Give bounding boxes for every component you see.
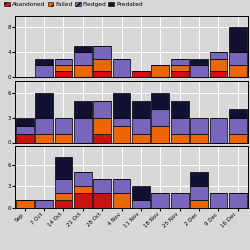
Bar <box>16 126 34 134</box>
Bar <box>93 58 111 71</box>
Bar <box>54 118 72 134</box>
Bar <box>190 118 208 134</box>
Bar <box>35 93 53 118</box>
Bar <box>210 71 227 78</box>
Bar <box>113 179 130 193</box>
Bar <box>74 101 92 118</box>
Bar <box>93 71 111 78</box>
Bar <box>229 27 247 52</box>
Bar <box>16 134 34 142</box>
Bar <box>113 58 130 78</box>
Bar <box>16 200 34 207</box>
Bar <box>152 93 169 110</box>
Bar <box>190 65 208 78</box>
Bar <box>74 186 92 193</box>
Bar <box>132 134 150 142</box>
Legend: Abandoned, Failed, Fledged, Predated: Abandoned, Failed, Fledged, Predated <box>3 0 144 8</box>
Bar <box>74 65 92 78</box>
Bar <box>190 186 208 200</box>
Bar <box>74 172 92 186</box>
Bar <box>171 71 188 78</box>
Bar <box>171 134 188 142</box>
Bar <box>93 134 111 142</box>
Bar <box>93 179 111 193</box>
Bar <box>74 52 92 65</box>
Bar <box>229 193 247 208</box>
Bar <box>74 46 92 52</box>
Bar <box>54 157 72 179</box>
Bar <box>16 118 34 126</box>
Bar <box>132 118 150 134</box>
Bar <box>74 118 92 142</box>
Bar <box>171 58 188 65</box>
Bar <box>190 134 208 142</box>
Bar <box>190 172 208 186</box>
Bar <box>132 101 150 118</box>
Bar <box>210 118 227 142</box>
Bar <box>93 193 111 208</box>
Bar <box>171 193 188 208</box>
Bar <box>35 134 53 142</box>
Bar <box>54 71 72 78</box>
Bar <box>35 65 53 78</box>
Bar <box>54 134 72 142</box>
Bar <box>171 118 188 134</box>
Bar <box>210 58 227 71</box>
Bar <box>54 179 72 193</box>
Bar <box>35 200 53 207</box>
Bar <box>113 118 130 126</box>
Bar <box>152 65 169 78</box>
Bar <box>93 101 111 118</box>
Bar <box>210 193 227 208</box>
Bar <box>74 193 92 208</box>
Bar <box>229 65 247 78</box>
Bar <box>152 193 169 208</box>
Bar <box>35 118 53 134</box>
Bar <box>54 58 72 65</box>
Bar <box>54 200 72 207</box>
Bar <box>35 58 53 65</box>
Bar <box>229 134 247 142</box>
Bar <box>171 65 188 71</box>
Bar <box>190 200 208 207</box>
Bar <box>210 52 227 59</box>
Bar <box>54 65 72 71</box>
Bar <box>132 71 150 78</box>
Bar <box>54 193 72 200</box>
Bar <box>113 126 130 142</box>
Bar <box>113 93 130 118</box>
Bar <box>93 46 111 58</box>
Bar <box>190 58 208 65</box>
Bar <box>152 110 169 126</box>
Bar <box>132 186 150 200</box>
Bar <box>152 126 169 142</box>
Bar <box>229 118 247 134</box>
Bar <box>132 200 150 207</box>
Bar <box>93 118 111 134</box>
Bar <box>113 193 130 208</box>
Bar <box>229 52 247 65</box>
Bar <box>229 110 247 118</box>
Bar <box>171 101 188 118</box>
